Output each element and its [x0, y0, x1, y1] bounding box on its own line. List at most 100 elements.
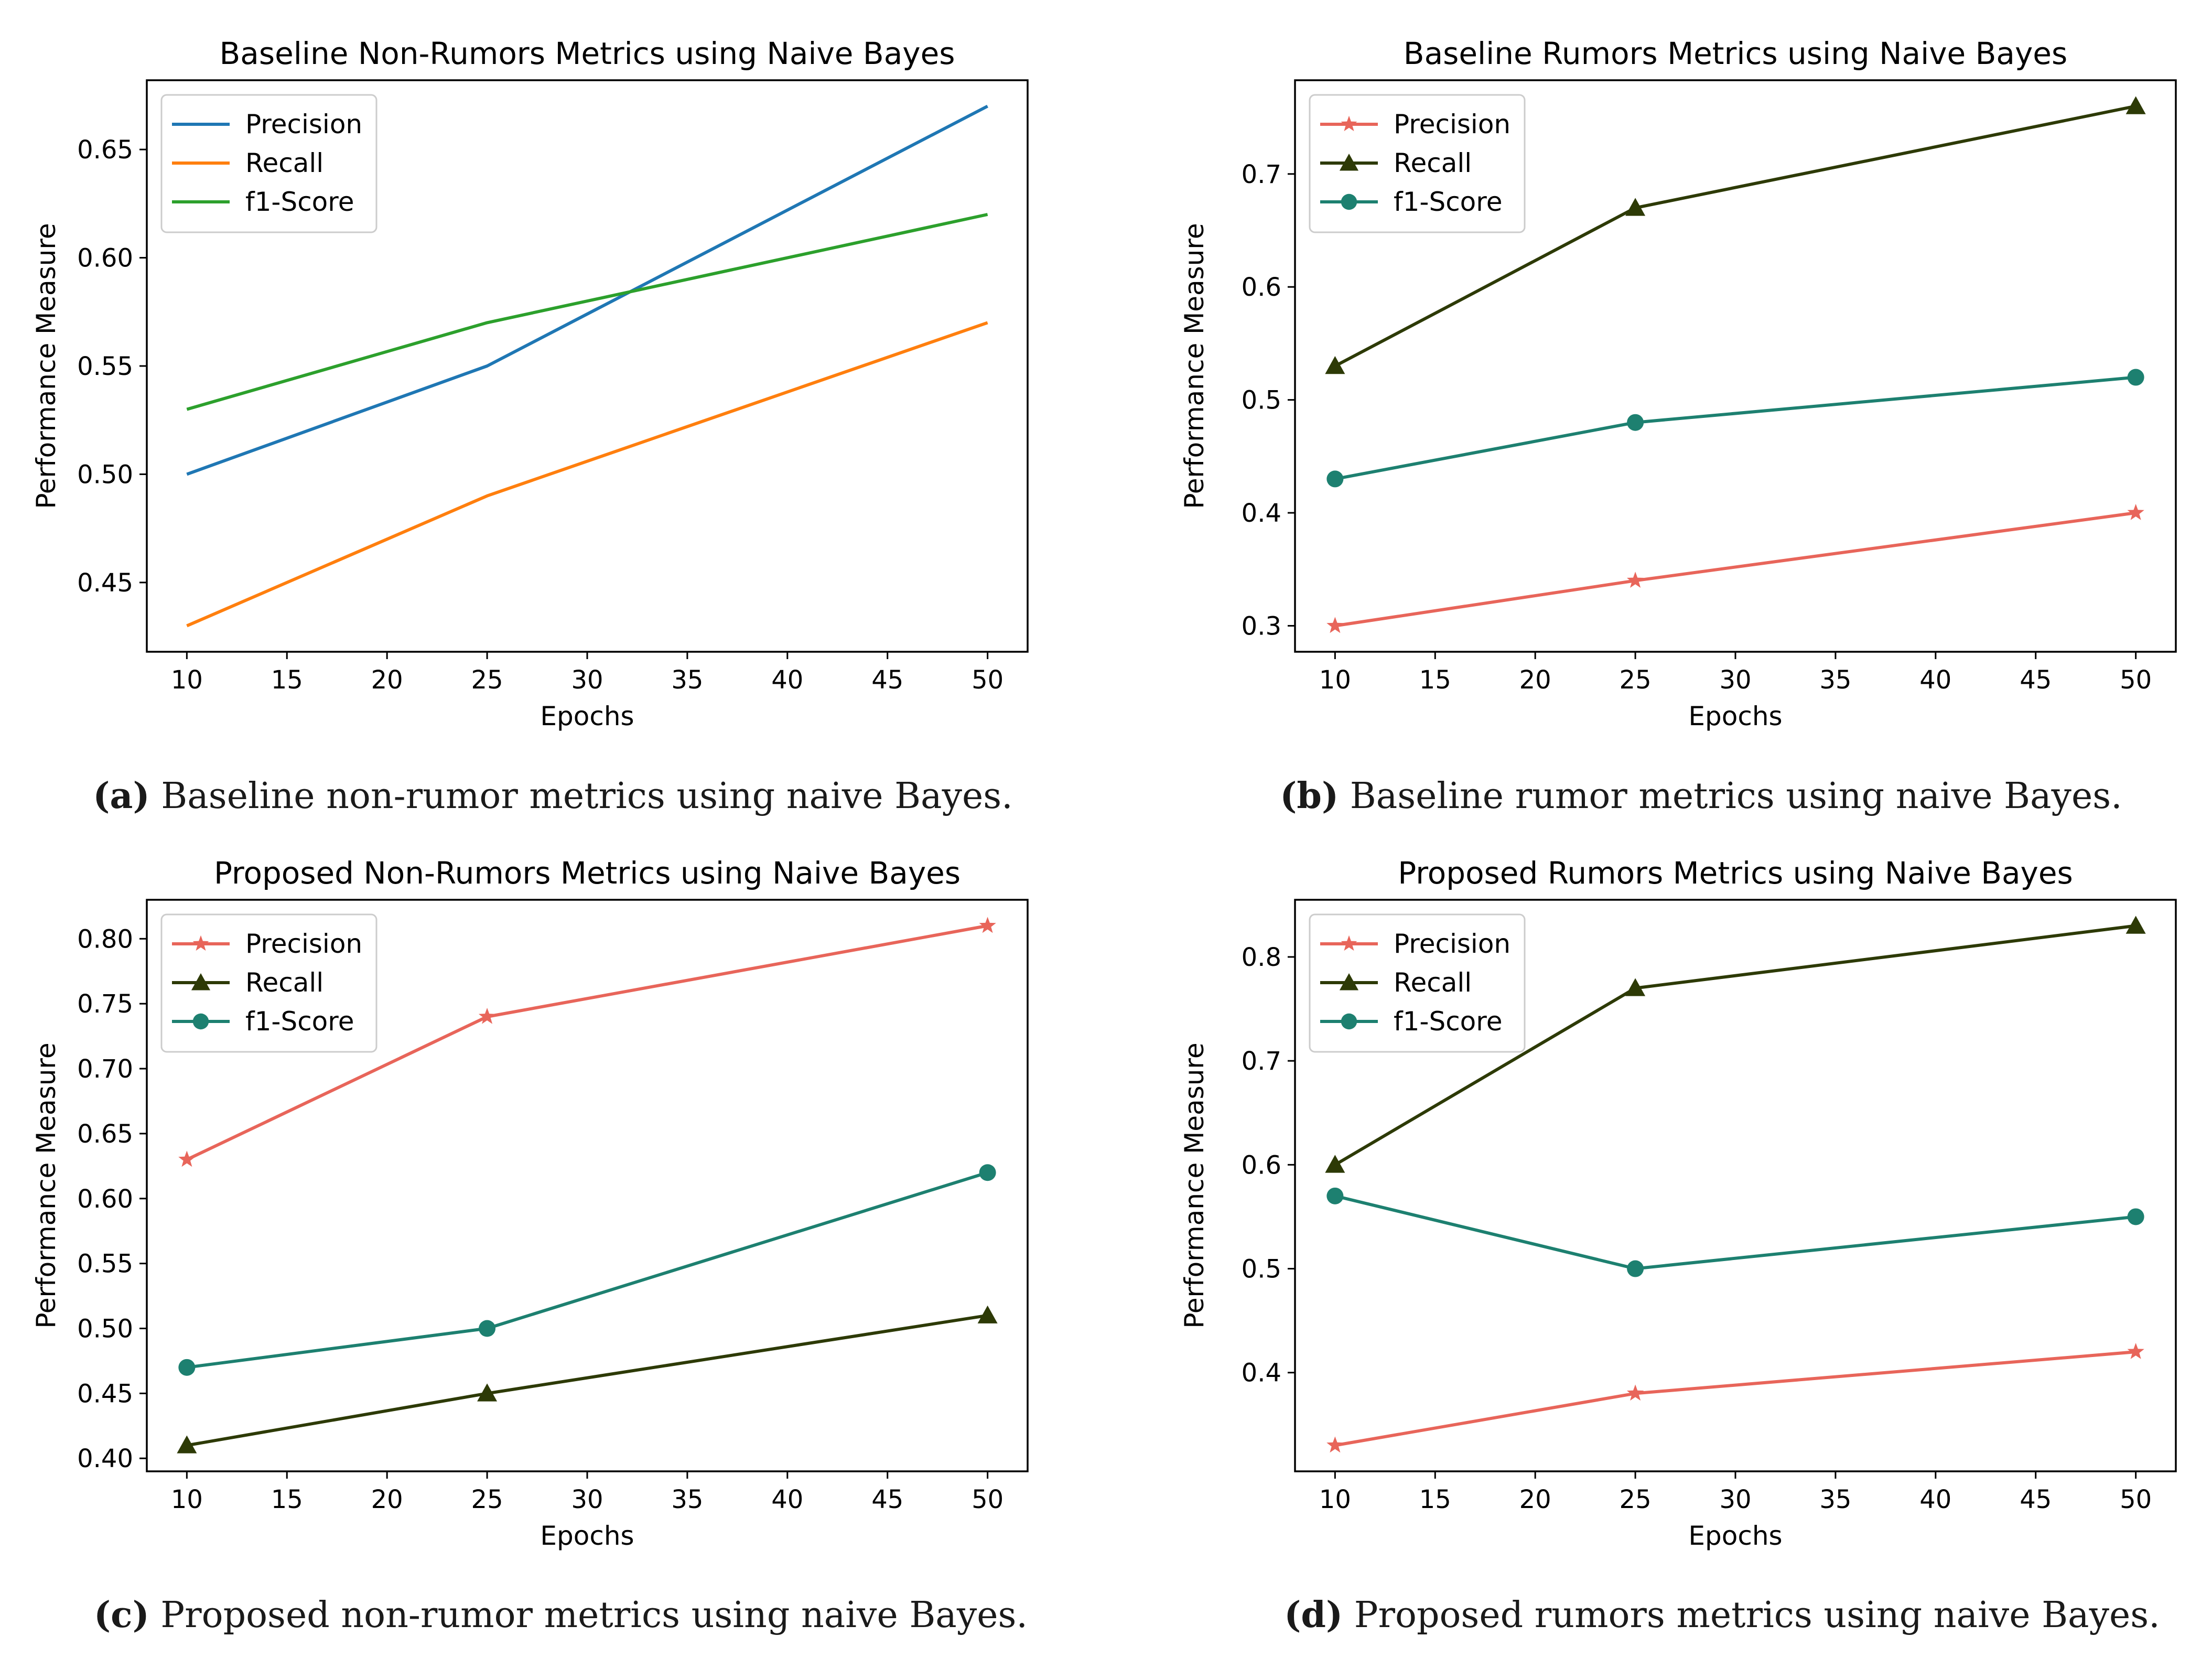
legend-label: Precision: [245, 109, 362, 139]
legend-box: [160, 913, 377, 1053]
legend-box: [1309, 913, 1526, 1053]
legend-label: Recall: [1394, 148, 1472, 178]
x-tick-label: 50: [2120, 665, 2152, 695]
series-precision: [186, 104, 988, 476]
legend-box: [160, 94, 377, 233]
legend-entry: Recall: [172, 148, 323, 178]
y-tick-label: 0.45: [77, 568, 133, 598]
data-point: [2125, 96, 2146, 114]
legend-entry: Recall: [172, 967, 323, 998]
legend: Precision Recall f1-Score: [160, 913, 377, 1053]
data-point: [979, 1164, 996, 1181]
legend-marker: [1339, 973, 1359, 991]
series-f1-score: [1326, 1187, 2144, 1277]
y-tick-label: 0.80: [77, 924, 133, 954]
caption-a-label: (a): [93, 775, 150, 817]
legend-label: Precision: [1394, 109, 1510, 139]
y-tick-label: 0.50: [77, 1315, 133, 1344]
series-recall: [1325, 96, 2146, 374]
chart-title: Baseline Non-Rumors Metrics using Naive …: [220, 36, 955, 71]
y-tick-label: 0.50: [77, 460, 133, 489]
plot-frame: [146, 79, 1029, 653]
x-tick-label: 15: [1419, 665, 1451, 695]
legend: Precision Recall f1-Score: [1309, 913, 1526, 1053]
caption-b-text: Baseline rumor metrics using naive Bayes…: [1339, 776, 2122, 817]
series-f1-score: [1326, 369, 2144, 488]
plot-frame: [1294, 899, 2177, 1472]
x-tick-label: 45: [2020, 665, 2052, 695]
y-tick-label: 0.8: [1242, 943, 1281, 972]
x-tick-label: 40: [1919, 1485, 1951, 1514]
y-tick-label: 0.7: [1242, 1047, 1281, 1076]
x-axis-label: Epochs: [1688, 701, 1782, 731]
data-point: [1326, 1187, 1344, 1204]
legend-marker: [1341, 935, 1357, 951]
data-point: [1326, 617, 1344, 633]
legend-marker: [1341, 115, 1357, 132]
y-tick-label: 0.75: [77, 989, 133, 1019]
legend-marker: [1341, 1013, 1357, 1030]
data-point: [1326, 470, 1344, 488]
x-tick-label: 25: [471, 1485, 503, 1514]
x-tick-label: 10: [171, 1485, 203, 1514]
series-recall: [186, 321, 988, 628]
y-axis-label: Performance Measure: [1179, 223, 1210, 509]
legend-label: f1-Score: [1394, 187, 1503, 217]
x-tick-label: 35: [1819, 665, 1851, 695]
series-precision: [1326, 504, 2144, 633]
data-point: [977, 1305, 998, 1323]
y-tick-label: 0.60: [77, 1185, 133, 1214]
x-tick-label: 25: [1620, 665, 1652, 695]
chart-d: Proposed Rumors Metrics using Naive Baye…: [1179, 855, 2177, 1551]
x-tick-label: 20: [1519, 665, 1551, 695]
caption-d-label: (d): [1284, 1594, 1343, 1636]
data-point: [1625, 978, 1646, 996]
chart-title: Proposed Non-Rumors Metrics using Naive …: [214, 855, 961, 891]
y-tick-label: 0.45: [77, 1379, 133, 1408]
x-axis-label: Epochs: [540, 1521, 634, 1551]
data-point: [2127, 504, 2144, 520]
legend-marker: [1339, 153, 1359, 171]
series-line: [1334, 1350, 2136, 1447]
data-point: [1626, 572, 1644, 588]
y-tick-label: 0.6: [1242, 273, 1281, 302]
x-tick-label: 15: [1419, 1485, 1451, 1514]
series-precision: [1326, 1343, 2144, 1453]
x-tick-label: 40: [771, 665, 803, 695]
x-tick-label: 40: [1919, 665, 1951, 695]
caption-a-text: Baseline non-rumor metrics using naive B…: [149, 776, 1013, 817]
legend-marker: [1341, 193, 1357, 210]
x-axis-label: Epochs: [1688, 1521, 1782, 1551]
x-tick-label: 30: [571, 665, 603, 695]
series-line: [1334, 511, 2137, 628]
legend-entry: Recall: [1320, 148, 1472, 178]
data-point: [2127, 369, 2144, 386]
y-axis-label: Performance Measure: [31, 1042, 61, 1328]
plot-frame: [1294, 79, 2177, 653]
series-line: [186, 321, 988, 628]
data-point: [2127, 1208, 2144, 1225]
legend-marker: [191, 973, 211, 991]
caption-b-label: (b): [1280, 775, 1339, 817]
x-tick-label: 35: [1819, 1485, 1851, 1514]
x-tick-label: 10: [1319, 665, 1351, 695]
x-tick-label: 50: [972, 665, 1004, 695]
series-precision: [178, 917, 996, 1167]
x-tick-label: 30: [571, 1485, 603, 1514]
series-line: [186, 1314, 988, 1447]
plot-frame: [146, 899, 1029, 1472]
chart-title: Proposed Rumors Metrics using Naive Baye…: [1398, 855, 2073, 891]
data-point: [177, 1435, 197, 1454]
y-tick-label: 0.60: [77, 244, 133, 273]
legend: Precision Recall f1-Score: [1309, 94, 1526, 233]
chart-a: Baseline Non-Rumors Metrics using Naive …: [31, 36, 1029, 731]
legend-entry: Recall: [1320, 967, 1472, 998]
y-tick-label: 0.40: [77, 1444, 133, 1473]
x-tick-label: 25: [1620, 1485, 1652, 1514]
data-point: [178, 1150, 196, 1167]
x-tick-label: 45: [2020, 1485, 2052, 1514]
x-tick-label: 50: [972, 1485, 1004, 1514]
y-tick-label: 0.7: [1242, 160, 1281, 189]
caption-d: (d) Proposed rumors metrics using naive …: [1169, 1594, 2212, 1636]
